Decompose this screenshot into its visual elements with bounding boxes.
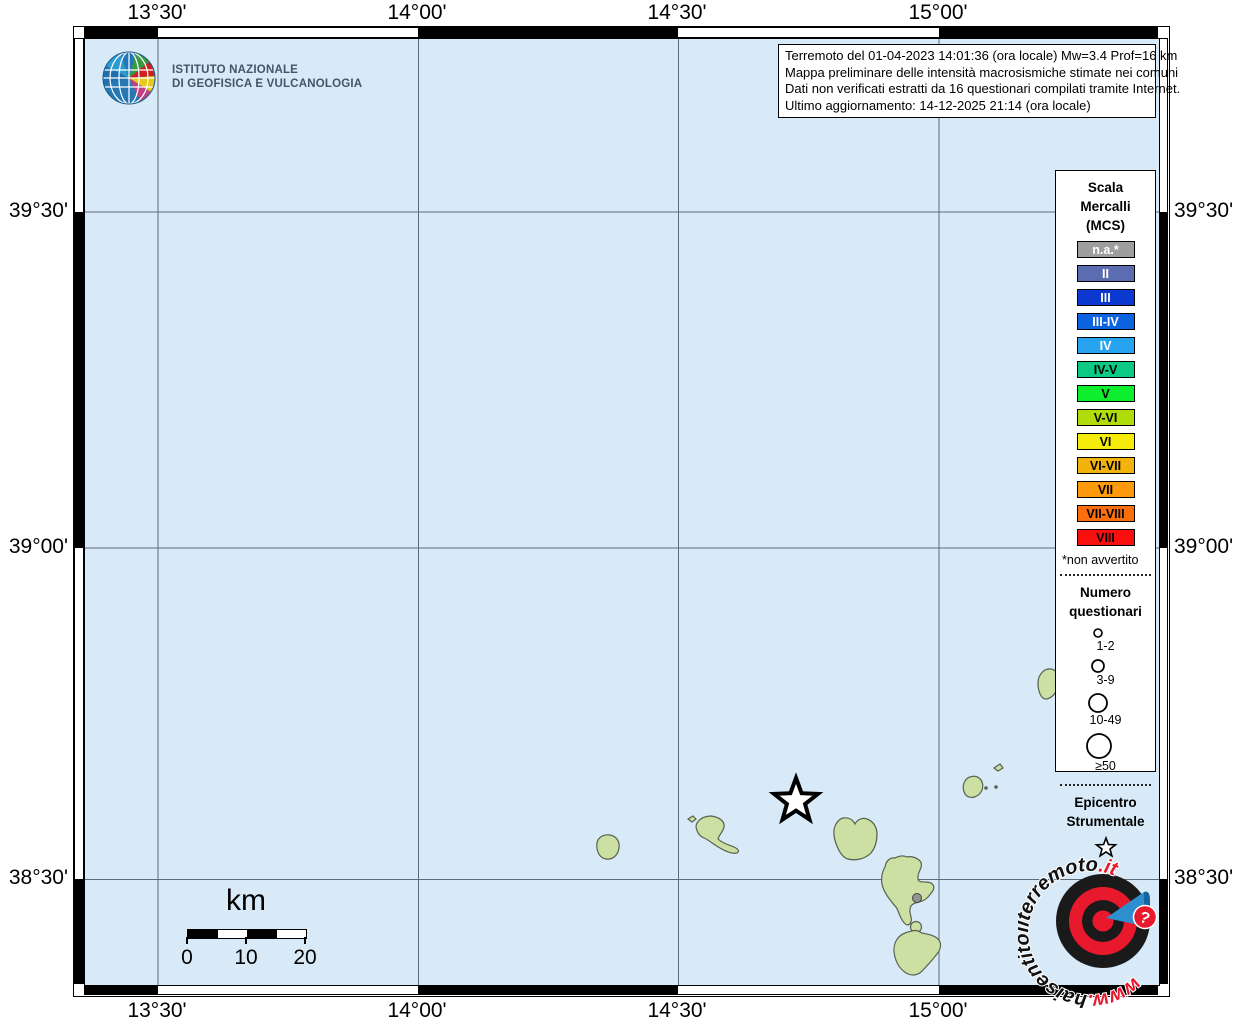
questionnaires-title-line: questionari <box>1069 604 1142 619</box>
legend-separator <box>1060 784 1151 786</box>
epicenter-star-icon <box>768 772 824 825</box>
bullseye-icon <box>1056 874 1150 968</box>
intensity-class-iii: III <box>1076 289 1135 306</box>
sea <box>85 39 1159 985</box>
url-www-part: www. <box>1087 973 1145 1008</box>
frame-band-top <box>84 27 1158 38</box>
circle-size-icon <box>1090 659 1105 673</box>
islet <box>992 763 1004 772</box>
epicenter-title-line: Strumentale <box>1066 814 1145 829</box>
legend-title-line: Mercalli <box>1080 199 1131 214</box>
info-line-data: Dati non verificati estratti da 16 quest… <box>785 81 1181 96</box>
ingv-globe-icon <box>102 51 156 105</box>
islet <box>994 785 998 789</box>
epicenter-star-legend-icon <box>1093 835 1118 858</box>
island-lipari <box>881 855 935 926</box>
macroseismic-point <box>912 893 922 903</box>
info-line-event: Terremoto del 01-04-2023 14:01:36 (ora l… <box>785 48 1178 63</box>
lon-tick-label-bottom: 15°00' <box>908 999 968 1022</box>
map-canvas <box>84 38 1160 986</box>
island-filicudi <box>695 815 740 854</box>
scale-tick-label: 10 <box>234 946 258 969</box>
islet <box>984 786 988 790</box>
intensity-class-iv: IV <box>1076 337 1135 354</box>
size-class-label: ≥50 <box>1095 759 1116 773</box>
intensity-class-na: n.a.* <box>1076 241 1135 258</box>
institute-name-line2: DI GEOFISICA E VULCANOLOGIA <box>172 78 363 90</box>
size-class-label: 1-2 <box>1096 639 1115 653</box>
questionnaires-title: Numero questionari <box>1060 583 1151 621</box>
lat-tick-label-left: 39°00' <box>8 535 68 558</box>
lat-tick-label-right: 39°00' <box>1174 535 1234 558</box>
intensity-class-ii: II <box>1076 265 1135 282</box>
info-line-update: Ultimo aggiornamento: 14-12-2025 21:14 (… <box>785 97 1091 113</box>
graticule <box>85 39 1159 985</box>
legend-title-line: (MCS) <box>1086 218 1125 233</box>
intensity-class-iv-v: IV-V <box>1076 361 1135 378</box>
map-outer-frame <box>73 26 1170 997</box>
intensity-class-vii: VII <box>1076 481 1135 498</box>
size-class-3-9: 3-9 <box>1083 657 1129 688</box>
ingv-logo: ISTITUTO NAZIONALE DI GEOFISICA E VULCAN… <box>100 48 362 106</box>
lat-tick-label-left: 38°30' <box>8 866 68 889</box>
info-line-map: Mappa preliminare delle intensità macros… <box>785 64 1179 80</box>
legend-title-line: Scala <box>1087 180 1124 195</box>
islands <box>596 668 1060 976</box>
map-svg <box>85 39 1159 985</box>
terremoto-logo-svg: www.haisentitoilterremoto.it ? <box>1018 853 1158 1008</box>
lon-tick-label-bottom: 13°30' <box>127 999 187 1022</box>
island-alicudi <box>596 834 620 860</box>
intensity-class-vi: VI <box>1076 433 1135 450</box>
scale-tick <box>304 937 306 944</box>
institute-name: ISTITUTO NAZIONALE DI GEOFISICA E VULCAN… <box>172 63 362 91</box>
lon-tick-label-top: 14°00' <box>387 1 447 24</box>
institute-name-line1: ISTITUTO NAZIONALE <box>172 64 299 76</box>
scale-bar-group: km 0 10 20 <box>170 884 370 974</box>
intensity-class-vii-viii: VII-VIII <box>1076 505 1135 522</box>
size-class-label: 10-49 <box>1089 713 1122 727</box>
size-class-1-2: 1-2 <box>1083 625 1129 654</box>
questionnaires-title-line: Numero <box>1079 585 1131 600</box>
intensity-class-v-vi: V-VI <box>1076 409 1135 426</box>
scale-bar <box>187 929 307 939</box>
size-class-50plus: ≥50 <box>1083 731 1129 774</box>
intensity-class-viii: VIII <box>1076 529 1135 546</box>
frame-band-left <box>74 38 84 984</box>
lat-tick-label-right: 39°30' <box>1174 199 1234 222</box>
legend-title: Scala Mercalli (MCS) <box>1060 178 1151 235</box>
island-salina <box>833 817 878 861</box>
intensity-class-vi-vii: VI-VII <box>1076 457 1135 474</box>
islet <box>686 815 697 823</box>
scale-tick <box>245 937 247 944</box>
scale-tick-label: 20 <box>293 946 317 969</box>
lat-tick-label-right: 38°30' <box>1174 866 1234 889</box>
intensity-class-iii-iv: III-IV <box>1076 313 1135 330</box>
circle-size-icon <box>1092 628 1103 638</box>
circle-size-icon <box>1085 733 1112 759</box>
lon-tick-label-top: 13°30' <box>127 1 187 24</box>
scale-tick-label: 0 <box>181 946 193 969</box>
lon-tick-label-bottom: 14°30' <box>647 999 707 1022</box>
earthquake-info-box: Terremoto del 01-04-2023 14:01:36 (ora l… <box>778 44 1181 118</box>
legend-footnote: *non avvertito <box>1062 553 1139 567</box>
intensity-class-v: V <box>1076 385 1135 402</box>
lon-tick-label-top: 14°30' <box>647 1 707 24</box>
scale-tick <box>186 937 188 944</box>
haisentitoilterremoto-logo: www.haisentitoilterremoto.it ? <box>1018 838 1188 1008</box>
size-class-10-49: 10-49 <box>1083 691 1129 728</box>
lon-tick-label-bottom: 14°00' <box>387 999 447 1022</box>
epicenter-legend-title: Epicentro Strumentale <box>1060 793 1151 831</box>
island-vulcano <box>893 930 942 976</box>
island-panarea <box>962 775 984 798</box>
lat-tick-label-left: 39°30' <box>8 199 68 222</box>
lon-tick-label-top: 15°00' <box>908 1 968 24</box>
epicenter-title-line: Epicentro <box>1074 795 1137 810</box>
circle-size-icon <box>1087 693 1108 713</box>
size-class-label: 3-9 <box>1096 673 1115 687</box>
legend-separator <box>1060 574 1151 576</box>
mcs-legend: Scala Mercalli (MCS) n.a.* II III III-IV… <box>1055 170 1156 858</box>
question-mark-badge: ? <box>1132 904 1158 930</box>
scale-unit-label: km <box>226 884 266 917</box>
